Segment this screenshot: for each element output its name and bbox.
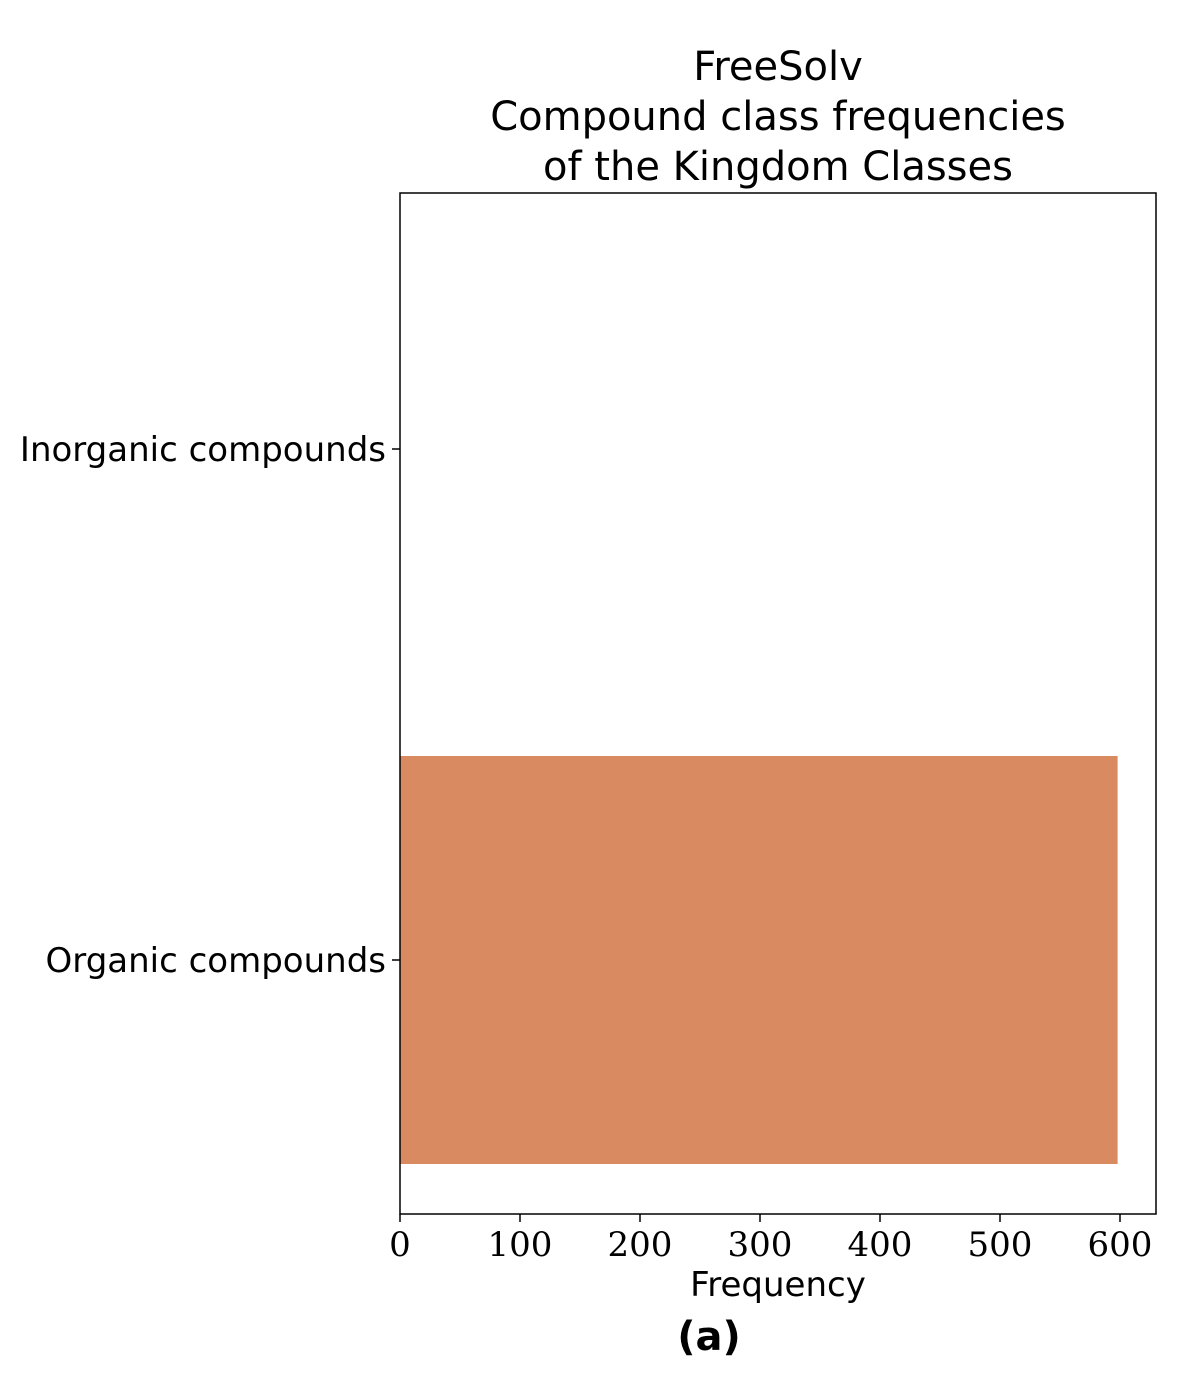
plot-area: Inorganic compounds Organic compounds 0 100…: [20, 430, 1153, 1265]
x-tick-label-600: 600: [1088, 1225, 1153, 1265]
y-tick-label-inorganic-compounds: Inorganic compounds: [20, 430, 386, 470]
y-tick-label-organic-compounds: Organic compounds: [46, 941, 386, 981]
title-line-3: of the Kingdom Classes: [543, 144, 1013, 190]
title-line-1: FreeSolv: [693, 44, 863, 90]
title-line-2: Compound class frequencies: [490, 94, 1066, 140]
x-tick-label-300: 300: [728, 1225, 793, 1265]
x-tick-label-100: 100: [488, 1225, 553, 1265]
x-tick-label-200: 200: [608, 1225, 673, 1265]
x-tick-label-500: 500: [968, 1225, 1033, 1265]
x-tick-label-0: 0: [389, 1225, 411, 1265]
panel-label: (a): [677, 1314, 741, 1360]
bar-organic-compounds: [400, 756, 1118, 1164]
chart-title: FreeSolv Compound class frequencies of t…: [490, 44, 1066, 190]
axes-frame: [399, 192, 1157, 1215]
x-axis-label: Frequency: [690, 1265, 866, 1305]
x-tick-label-400: 400: [848, 1225, 913, 1265]
